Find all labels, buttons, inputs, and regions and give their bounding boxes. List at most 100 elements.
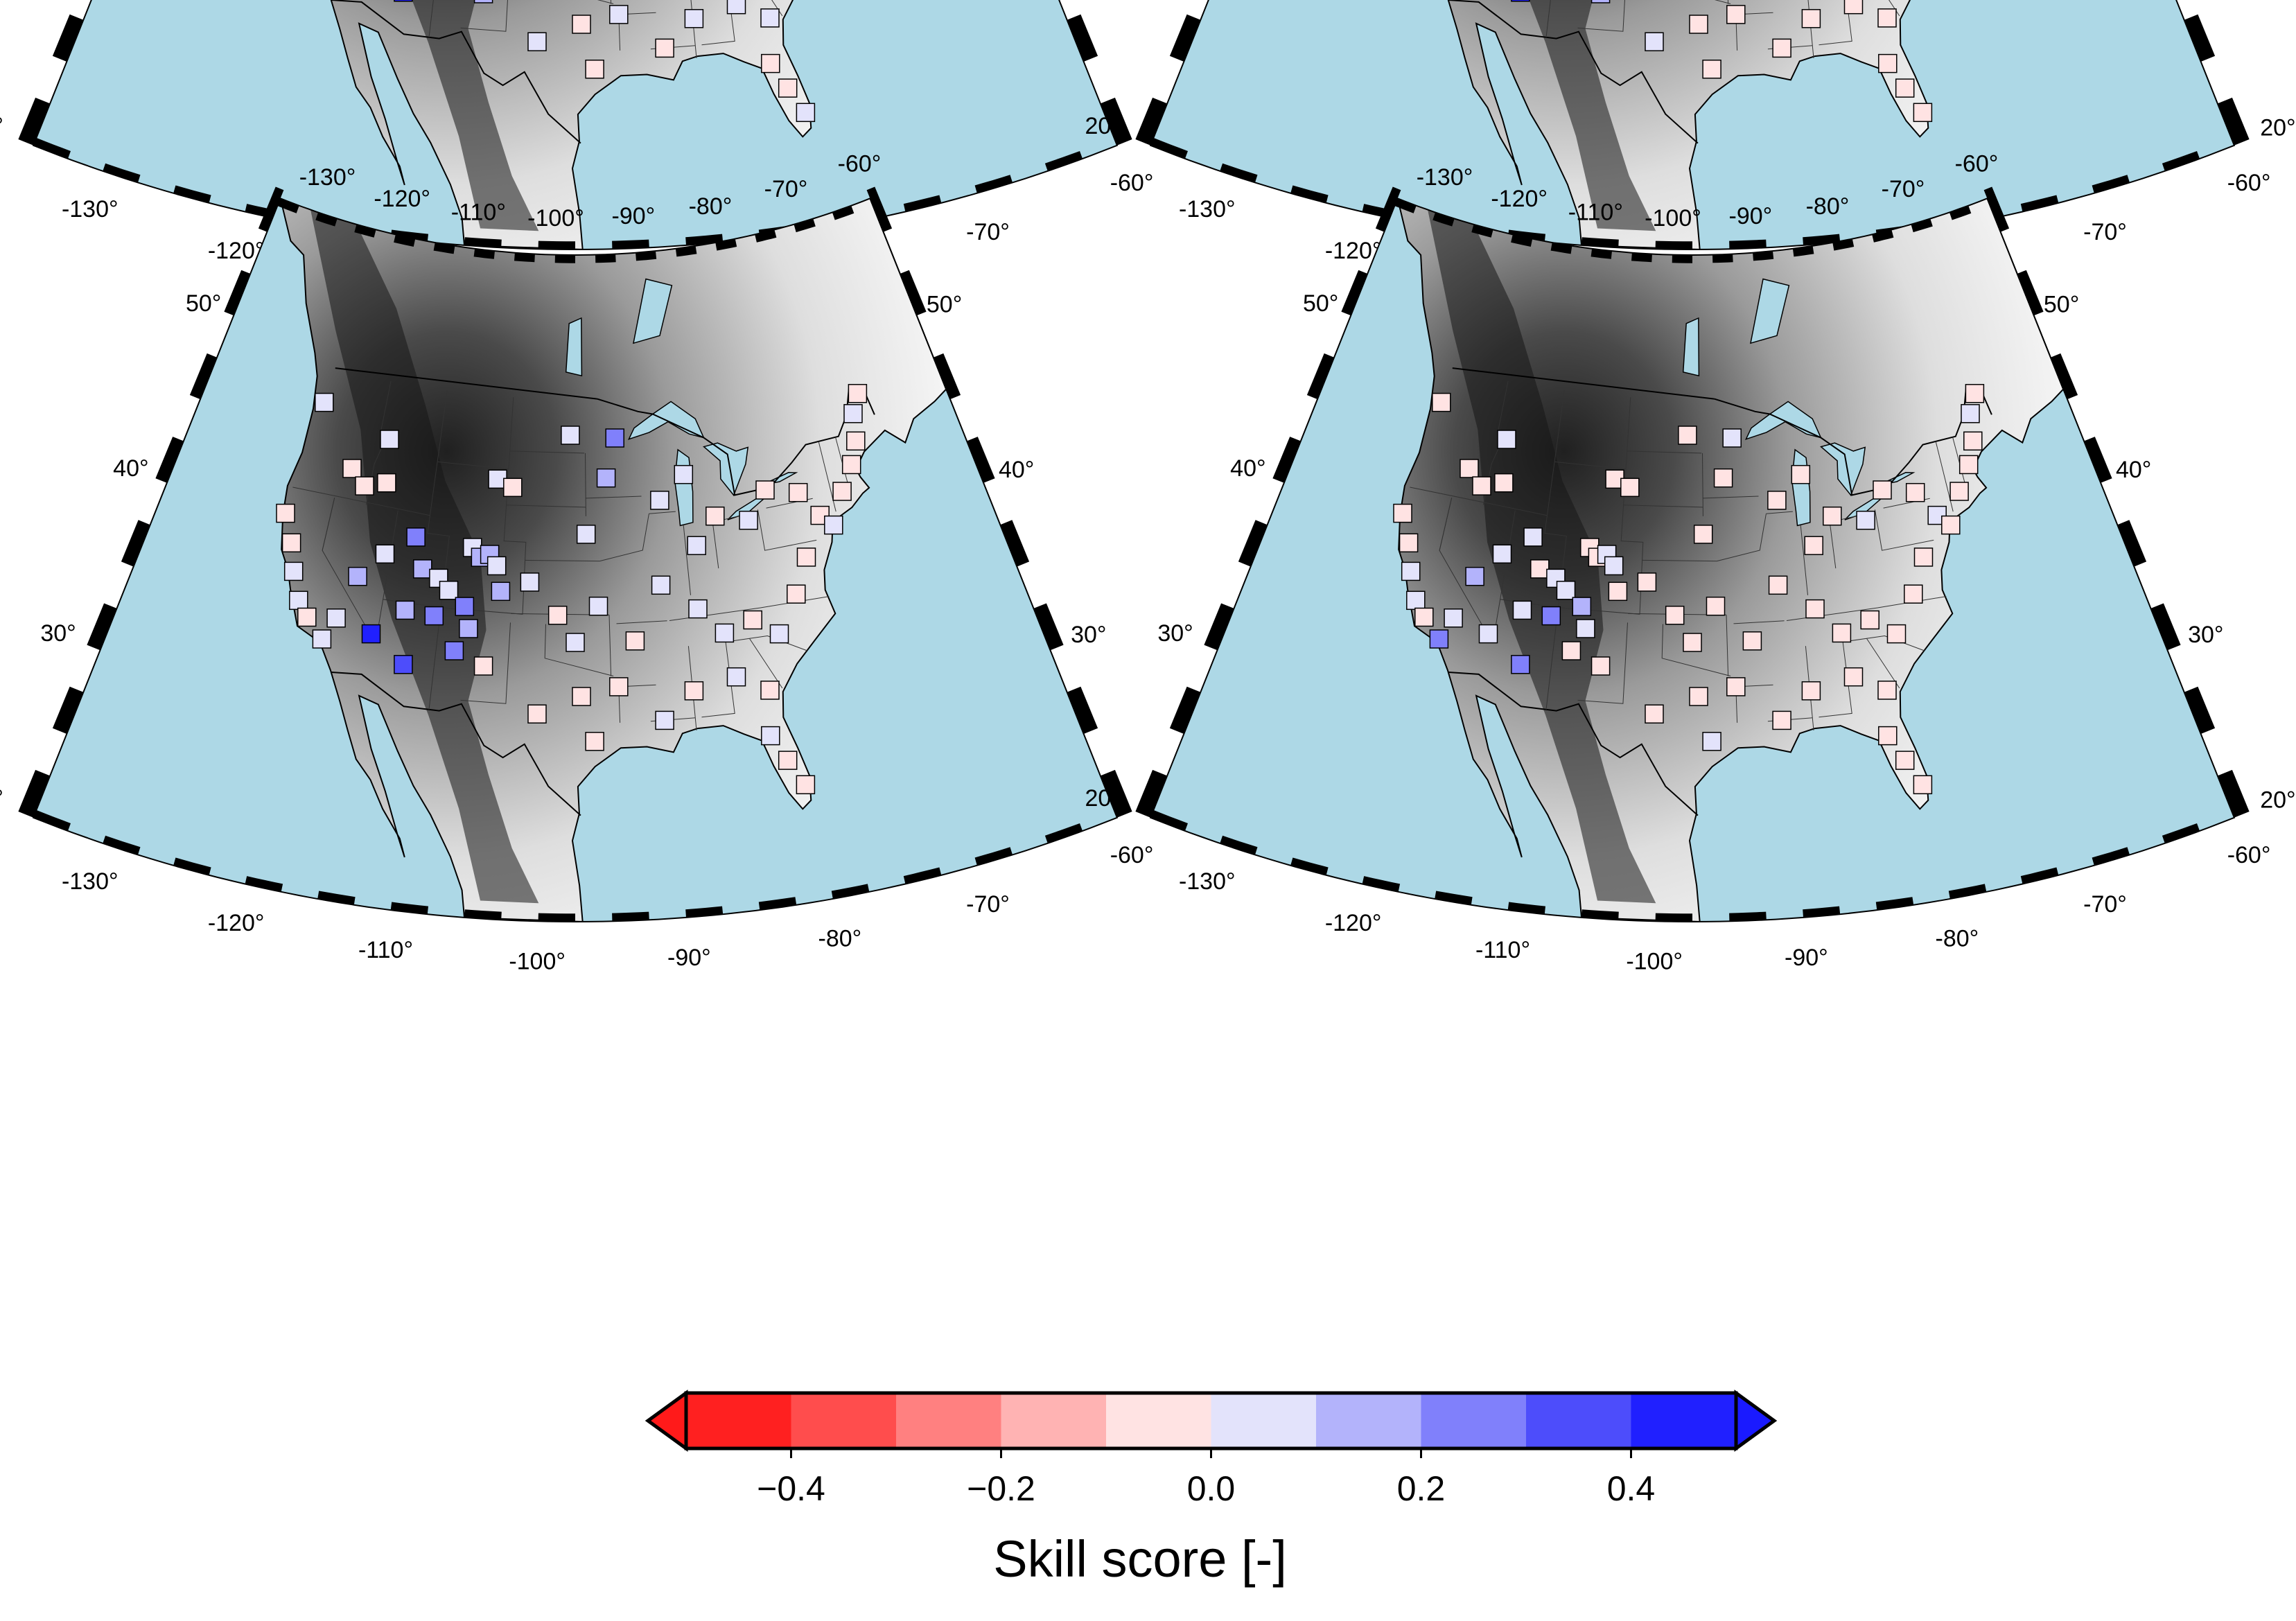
station-marker <box>1726 5 1746 24</box>
top-lon-label: -80° <box>1806 193 1850 220</box>
frame-tick <box>1220 163 1258 183</box>
station-marker <box>1590 656 1611 676</box>
station-marker <box>1913 103 1933 123</box>
frame-tick <box>1581 237 1619 248</box>
station-marker <box>1895 78 1915 98</box>
station-marker <box>778 78 798 98</box>
bottom-lon-label: -80° <box>818 925 862 952</box>
station-marker <box>1637 572 1657 592</box>
station-marker <box>1726 677 1746 696</box>
colorbar-bin <box>1316 1393 1421 1448</box>
station-marker <box>609 677 629 696</box>
bottom-lon-label: -120° <box>208 910 265 936</box>
frame-tick <box>52 14 84 62</box>
frame-tick <box>1100 769 1132 818</box>
frame-tick <box>1375 186 1401 232</box>
station-marker <box>444 641 464 660</box>
colorbar-tick-label: −0.2 <box>967 1469 1035 1508</box>
top-lon-label: -60° <box>1955 151 1999 177</box>
frame-tick <box>933 353 961 400</box>
station-marker <box>395 600 415 620</box>
station-marker <box>1804 536 1823 555</box>
frame-tick <box>831 884 870 899</box>
bottom-lon-label: -90° <box>1785 945 1828 971</box>
state-border <box>701 0 735 46</box>
frame-tick <box>2162 823 2200 843</box>
station-marker <box>1877 8 1897 28</box>
colorbar-bin <box>896 1393 1001 1448</box>
frame-tick <box>1290 185 1329 203</box>
frame-tick <box>1672 254 1692 263</box>
bottom-lon-label: -60° <box>2227 170 2271 196</box>
station-marker <box>283 561 304 581</box>
station-marker <box>1561 641 1581 660</box>
frame-tick <box>794 218 816 233</box>
colorbar-bin <box>1631 1393 1737 1448</box>
station-marker <box>355 476 374 496</box>
station-marker <box>527 704 547 724</box>
station-marker <box>424 606 444 626</box>
left-lat-label: 20° <box>0 785 3 812</box>
station-marker <box>1492 544 1512 564</box>
country-border <box>1452 367 1715 400</box>
station-marker <box>1512 600 1532 620</box>
frame-tick <box>1948 884 1987 899</box>
state-border <box>749 638 783 689</box>
station-marker <box>1572 597 1592 616</box>
frame-tick <box>354 224 376 238</box>
station-marker <box>1590 0 1611 3</box>
station-marker <box>655 38 674 58</box>
station-marker <box>1895 751 1915 770</box>
frame-tick <box>87 603 117 651</box>
right-lat-label: 20° <box>2260 114 2295 141</box>
top-lon-label: -100° <box>527 205 584 231</box>
frame-tick <box>1590 248 1612 259</box>
station-marker <box>1767 491 1787 510</box>
station-marker <box>361 624 381 644</box>
station-marker <box>1801 9 1821 28</box>
state-border <box>1829 521 1837 569</box>
station-marker <box>1472 476 1491 496</box>
station-marker <box>487 556 507 576</box>
frame-tick <box>258 186 284 232</box>
colorbar-bin <box>1106 1393 1211 1448</box>
station-marker <box>761 53 780 73</box>
station-marker <box>761 726 780 746</box>
station-marker <box>760 8 780 28</box>
frame-tick <box>538 240 575 249</box>
frame-tick <box>1753 251 1774 261</box>
bottom-lon-label: -90° <box>667 945 711 971</box>
left-lat-label: 30° <box>40 620 76 647</box>
left-lat-label: 30° <box>1157 620 1193 647</box>
frame-tick <box>1875 897 1914 911</box>
station-marker <box>1429 629 1449 649</box>
frame-tick <box>715 238 737 251</box>
frame-tick <box>473 248 495 259</box>
station-marker <box>572 15 591 34</box>
state-border <box>506 505 586 508</box>
frame-tick <box>277 198 299 213</box>
frame-tick <box>1290 857 1329 875</box>
top-lon-label: -70° <box>1882 176 1925 202</box>
frame-tick <box>1507 902 1545 915</box>
top-lon-label: -100° <box>1645 205 1701 231</box>
station-marker <box>1604 556 1624 576</box>
state-border <box>1661 624 1731 676</box>
station-marker <box>1886 624 1907 644</box>
frame-tick <box>2184 686 2216 734</box>
station-marker <box>1693 525 1713 544</box>
station-marker <box>547 606 568 625</box>
state-border <box>525 559 600 562</box>
top-lon-label: -120° <box>1491 186 1548 212</box>
state-border <box>1843 635 1925 651</box>
state-border <box>1819 0 1852 46</box>
station-marker <box>1823 506 1842 526</box>
frame-tick <box>1435 891 1473 905</box>
frame-tick <box>1712 254 1733 263</box>
frame-tick <box>612 911 649 922</box>
frame-tick <box>514 252 535 263</box>
state-border <box>460 622 511 704</box>
colorbar-bin <box>1001 1393 1107 1448</box>
frame-tick <box>1729 911 1767 922</box>
frame-tick <box>103 835 141 855</box>
